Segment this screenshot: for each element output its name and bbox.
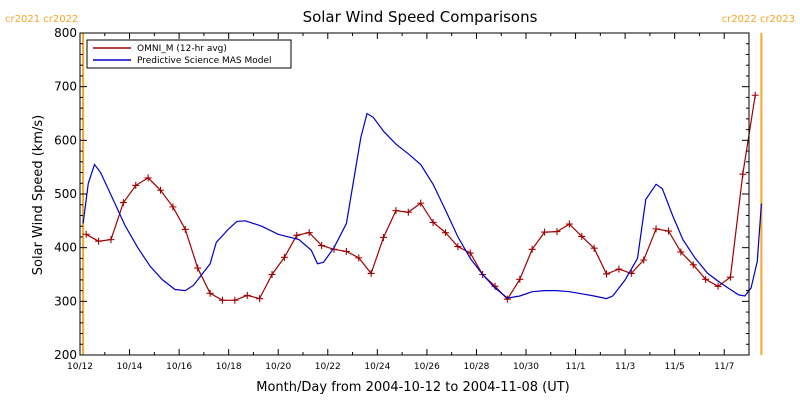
y-tick-label: 700 (54, 80, 77, 94)
omni-data-point (739, 170, 747, 178)
omni-data-point (268, 271, 276, 278)
omni-data-point (590, 244, 598, 252)
rotation-marker-label: cr2022 cr2023 (722, 14, 795, 25)
omni-data-point (231, 296, 239, 304)
omni-data-point (553, 228, 561, 236)
omni-data-point (466, 249, 474, 257)
omni-data-point (243, 291, 251, 299)
omni-data-point (144, 174, 152, 182)
y-tick-label: 300 (54, 294, 77, 308)
omni-data-point (664, 227, 672, 235)
omni-data-point (392, 207, 400, 215)
omni-data-point (702, 275, 710, 283)
omni-data-point (689, 261, 697, 269)
x-tick-label: 10/24 (364, 362, 390, 372)
omni-data-point (615, 265, 623, 273)
y-tick-label: 800 (54, 26, 77, 40)
x-tick-label: 10/28 (463, 362, 489, 372)
omni-data-point (677, 248, 685, 256)
omni-data-point (429, 218, 437, 226)
omni-data-point (218, 296, 226, 304)
omni-data-point (305, 229, 313, 237)
x-tick-label: 11/1 (565, 362, 585, 372)
omni-data-point (157, 186, 165, 194)
omni-data-point (603, 270, 611, 278)
x-tick-label: 10/22 (315, 362, 341, 372)
omni-data-point (404, 208, 412, 216)
omni-series-line (85, 95, 756, 301)
x-tick-label: 10/26 (414, 362, 440, 372)
omni-data-point (528, 245, 536, 253)
omni-data-point (367, 269, 375, 277)
x-tick-label: 10/16 (166, 362, 192, 372)
omni-data-point (95, 237, 103, 245)
x-tick-label: 10/12 (67, 362, 93, 372)
omni-data-point (652, 225, 660, 233)
omni-data-point (541, 228, 549, 236)
omni-data-point (516, 275, 524, 283)
x-tick-label: 11/3 (615, 362, 635, 372)
axes: 200 300 400 500 600 700 800 10/12 10/14 10/16 10/1… (54, 26, 749, 372)
omni-data-point (318, 242, 326, 250)
omni-data-point (640, 256, 648, 264)
omni-data-point (417, 199, 425, 207)
omni-data-point (751, 91, 759, 99)
x-tick-label: 11/5 (665, 362, 685, 372)
omni-data-point (342, 247, 350, 255)
omni-data-point (565, 220, 573, 228)
y-tick-label: 400 (54, 241, 77, 255)
omni-data-point (380, 233, 388, 241)
omni-data-point (132, 181, 140, 189)
omni-data-point (82, 230, 90, 238)
omni-data-point (206, 289, 214, 297)
omni-data-point (454, 243, 462, 251)
x-axis-title: Month/Day from 2004-10-12 to 2004-11-08 … (256, 380, 569, 395)
legend-box (86, 39, 292, 69)
omni-data-point (256, 295, 264, 303)
x-tick-label: 10/20 (265, 362, 291, 372)
omni-data-point (293, 231, 301, 239)
omni-data-point (280, 253, 288, 261)
legend: OMNI_M (12-hr avg) Predictive Science MA… (86, 39, 292, 69)
y-axis-title: Solar Wind Speed (km/s) (31, 115, 46, 275)
omni-data-point (503, 295, 511, 303)
x-tick-label: 10/14 (117, 362, 143, 372)
omni-data-point (169, 203, 177, 211)
chart-title: Solar Wind Speed Comparisons (303, 8, 538, 26)
y-tick-label: 500 (54, 187, 77, 201)
omni-data-point (181, 225, 189, 233)
omni-data-point (726, 273, 734, 281)
rotation-marker-label: cr2021 cr2022 (5, 14, 78, 25)
omni-data-point (119, 199, 127, 207)
omni-data-point (714, 282, 722, 290)
omni-data-point (578, 232, 586, 240)
legend-label-mas-model: Predictive Science MAS Model (137, 56, 272, 66)
omni-data-point (107, 236, 115, 244)
x-tick-label: 11/7 (714, 362, 734, 372)
x-tick-label: 10/18 (216, 362, 242, 372)
series-layer (82, 91, 762, 304)
omni-data-point (441, 229, 449, 237)
omni-data-point (355, 254, 363, 262)
x-tick-label: 10/30 (513, 362, 539, 372)
y-tick-label: 200 (54, 348, 77, 362)
plot-frame (79, 32, 750, 356)
omni-data-point (194, 264, 202, 272)
y-tick-label: 600 (54, 133, 77, 147)
legend-label-omni: OMNI_M (12-hr avg) (137, 44, 227, 54)
mas-model-series-line (82, 112, 762, 300)
